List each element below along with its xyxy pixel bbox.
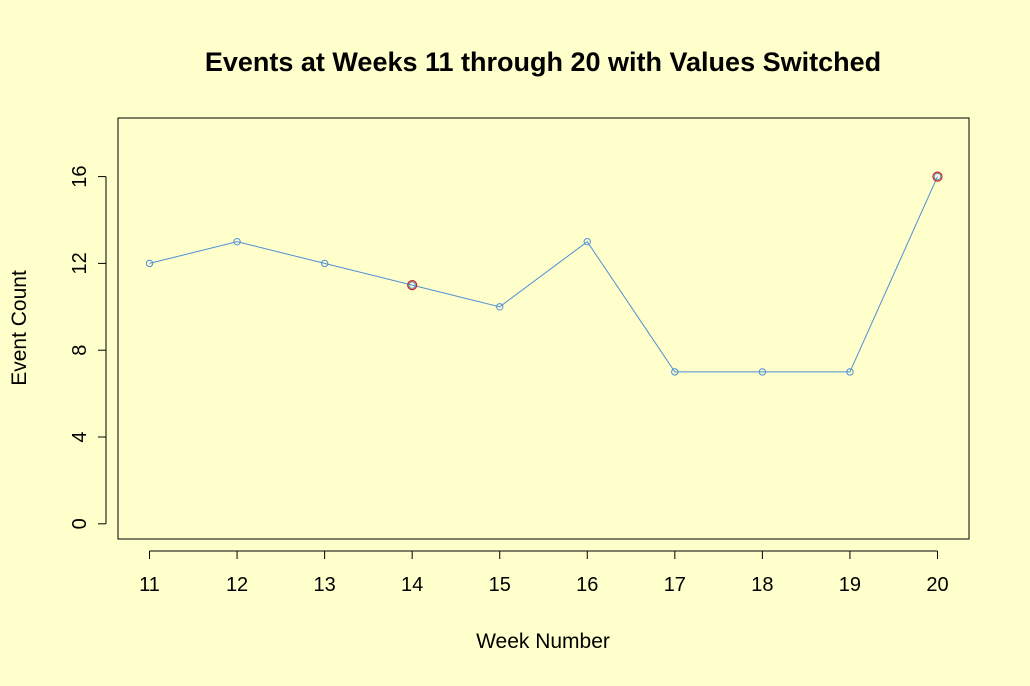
highlighted-point <box>932 171 943 182</box>
x-tick-label: 14 <box>401 574 423 596</box>
x-tick-label: 16 <box>576 574 598 596</box>
data-point <box>933 172 942 181</box>
data-point <box>320 259 329 268</box>
x-tick-label: 18 <box>751 574 773 596</box>
data-point <box>671 368 679 376</box>
data-point <box>583 237 591 246</box>
y-tick-label: 8 <box>69 345 91 356</box>
data-point <box>145 259 154 268</box>
x-axis-label: Week Number <box>476 630 610 653</box>
highlighted-point <box>407 279 418 291</box>
plot-area <box>117 117 970 540</box>
y-tick-label: 4 <box>69 431 91 442</box>
y-axis-label: Event Count <box>8 270 31 386</box>
y-tick-label: 0 <box>69 518 91 529</box>
x-axis: 11 12 13 14 15 16 17 18 19 20 <box>139 550 949 596</box>
x-tick-label: 13 <box>313 574 335 596</box>
data-point <box>408 281 416 289</box>
series-line <box>149 176 938 373</box>
x-tick-label: 15 <box>489 574 511 596</box>
data-point <box>846 368 854 376</box>
x-tick-label: 12 <box>226 574 248 596</box>
data-point <box>758 368 767 376</box>
y-tick-label: 12 <box>69 252 91 274</box>
y-tick-label: 16 <box>69 165 91 187</box>
chart-title: Events at Weeks 11 through 20 with Value… <box>205 47 881 77</box>
x-tick-label: 17 <box>664 574 686 596</box>
series-layer <box>145 171 943 376</box>
data-point <box>496 303 504 311</box>
x-tick-label: 19 <box>839 574 861 596</box>
data-point <box>233 237 241 246</box>
x-tick-label: 20 <box>926 574 948 596</box>
y-axis: 0 4 8 12 16 <box>69 165 107 529</box>
x-tick-label: 11 <box>139 574 160 596</box>
